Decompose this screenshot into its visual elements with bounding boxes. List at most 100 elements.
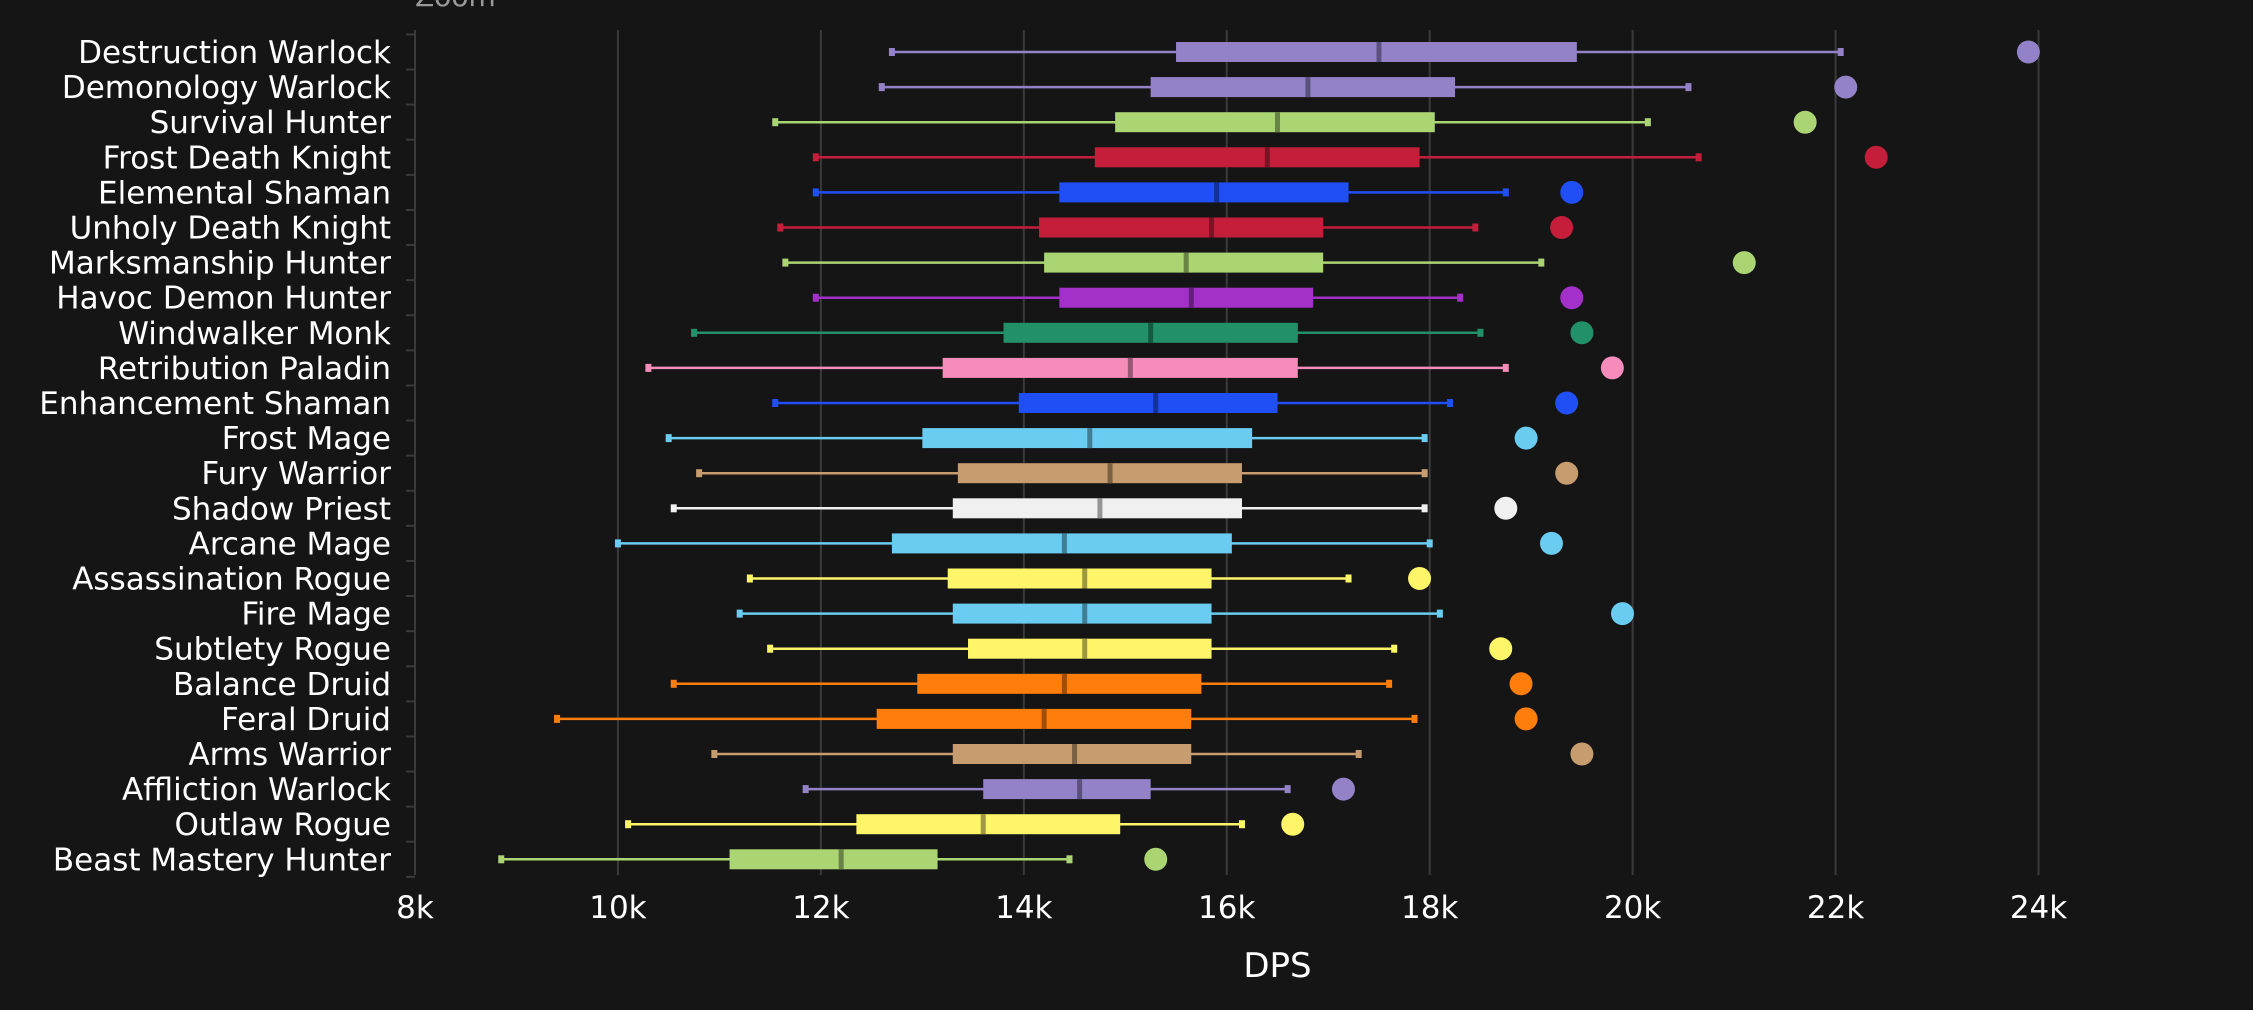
y-tick-label: Destruction Warlock — [78, 35, 391, 71]
box-retribution-paladin[interactable] — [645, 356, 1624, 380]
whisker-cap-max — [1472, 223, 1479, 232]
median-marker — [980, 814, 986, 835]
iqr-box — [876, 708, 1192, 729]
box-marksmanship-hunter[interactable] — [782, 251, 1756, 275]
median-marker — [1097, 498, 1103, 519]
box-fury-warrior[interactable] — [696, 461, 1579, 485]
whisker-cap-max — [1238, 820, 1245, 829]
whisker-cap-max — [1502, 363, 1509, 372]
y-tick-label: Balance Druid — [173, 667, 391, 703]
whisker-cap-max — [1345, 574, 1352, 583]
whisker-cap-max — [1355, 750, 1362, 758]
whisker-cap-max — [1685, 83, 1692, 92]
y-tick-label: Arcane Mage — [189, 526, 391, 562]
outlier-point — [1144, 847, 1168, 871]
box-windwalker-monk[interactable] — [691, 321, 1594, 345]
box-fire-mage[interactable] — [736, 602, 1634, 626]
box-elemental-shaman[interactable] — [812, 180, 1584, 204]
median-marker — [1376, 42, 1382, 62]
whisker-cap-min — [498, 855, 505, 864]
median-marker — [1107, 463, 1113, 484]
outlier-point — [1732, 251, 1756, 275]
box-enhancement-shaman[interactable] — [772, 391, 1579, 415]
iqr-box — [942, 357, 1298, 378]
outlier-point — [1570, 742, 1594, 766]
box-assassination-rogue[interactable] — [746, 567, 1432, 590]
iqr-box — [1176, 42, 1577, 62]
whisker-cap-min — [812, 153, 819, 162]
whisker-cap-min — [614, 539, 621, 548]
whisker-cap-min — [878, 83, 885, 92]
box-beast-mastery-hunter[interactable] — [498, 847, 1168, 871]
outlier-point — [1509, 672, 1533, 696]
outlier-point — [1570, 321, 1594, 345]
median-marker — [1082, 603, 1088, 624]
x-tick-label: 10k — [589, 890, 646, 926]
outlier-point — [1550, 216, 1574, 239]
whisker-cap-min — [782, 258, 789, 267]
x-tick-label: 24k — [2010, 890, 2067, 926]
iqr-box — [1094, 147, 1420, 168]
iqr-box — [952, 603, 1212, 624]
whisker-cap-max — [1391, 644, 1398, 653]
box-frost-death-knight[interactable] — [812, 145, 1888, 169]
box-havoc-demon-hunter[interactable] — [812, 286, 1584, 310]
whisker-cap-max — [1436, 609, 1443, 618]
whisker-cap-min — [645, 363, 652, 372]
whisker-cap-min — [625, 820, 632, 829]
grid-lines — [616, 30, 2040, 875]
x-tick-label: 22k — [1807, 890, 1864, 926]
whisker-cap-max — [1695, 153, 1702, 162]
whisker-cap-max — [1644, 118, 1651, 127]
median-marker — [1209, 217, 1215, 238]
y-tick-label: Beast Mastery Hunter — [53, 842, 391, 878]
whisker-cap-max — [1066, 855, 1073, 864]
x-axis-label: DPS — [1243, 946, 1311, 986]
box-balance-druid[interactable] — [670, 672, 1533, 696]
iqr-box — [968, 638, 1212, 659]
x-tick-label: 18k — [1401, 890, 1458, 926]
box-demonology-warlock[interactable] — [878, 75, 1858, 99]
whisker-cap-max — [1284, 785, 1291, 794]
y-tick-label: Fury Warrior — [201, 456, 391, 492]
iqr-box — [1115, 112, 1435, 133]
box-frost-mage[interactable] — [665, 426, 1538, 450]
iqr-box — [957, 463, 1242, 484]
x-tick-label: 8k — [396, 890, 434, 926]
box-arms-warrior[interactable] — [711, 742, 1594, 766]
outlier-point — [1600, 356, 1624, 380]
whisker-cap-min — [670, 679, 677, 688]
iqr-box — [922, 428, 1253, 449]
box-affliction-warlock[interactable] — [802, 777, 1355, 801]
iqr-box — [1018, 393, 1278, 413]
median-marker — [1183, 252, 1189, 273]
whisker-cap-min — [777, 223, 784, 232]
box-outlaw-rogue[interactable] — [625, 812, 1305, 836]
outlier-point — [1793, 110, 1817, 134]
y-tick-label: Windwalker Monk — [118, 316, 391, 352]
box-unholy-death-knight[interactable] — [777, 216, 1574, 239]
whisker-cap-max — [1421, 469, 1428, 478]
box-survival-hunter[interactable] — [772, 110, 1817, 134]
box-arcane-mage[interactable] — [614, 531, 1563, 555]
whisker-cap-max — [1457, 293, 1464, 302]
y-tick-label: Frost Death Knight — [103, 140, 391, 176]
whisker-cap-max — [1538, 258, 1545, 267]
outlier-point — [1560, 180, 1584, 204]
median-marker — [1275, 112, 1280, 133]
box-shadow-priest[interactable] — [670, 496, 1518, 520]
box-feral-druid[interactable] — [554, 707, 1538, 731]
whisker-cap-min — [746, 574, 753, 583]
whisker-cap-min — [767, 644, 774, 653]
outlier-point — [1555, 461, 1579, 485]
y-tick-label: Frost Mage — [222, 421, 391, 457]
x-tick-label: 20k — [1604, 890, 1661, 926]
zoom-label[interactable]: Zoom — [415, 0, 496, 13]
median-marker — [1041, 708, 1047, 729]
box-destruction-warlock[interactable] — [888, 40, 2040, 64]
x-tick-label: 12k — [792, 890, 849, 926]
outlier-point — [1514, 707, 1538, 731]
box-subtlety-rogue[interactable] — [767, 637, 1513, 661]
whisker-cap-max — [1386, 679, 1393, 688]
